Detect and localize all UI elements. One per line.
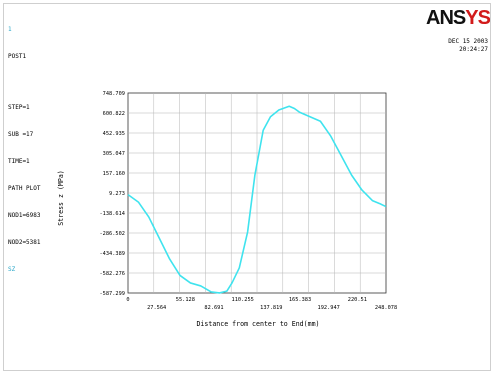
x-tick-label: 165.383 bbox=[289, 297, 311, 303]
timestamp-date: DEC 15 2003 bbox=[448, 38, 488, 45]
y-tick-label: 9.273 bbox=[109, 191, 125, 197]
x-tick-label: 110.255 bbox=[232, 297, 254, 303]
info-line-time: TIME=1 bbox=[8, 158, 30, 165]
y-tick-labels: 748.709 600.822 452.935 305.047 157.160 9.273… bbox=[99, 91, 125, 297]
y-tick-label: 600.822 bbox=[103, 111, 125, 117]
graphics-window-frame bbox=[3, 3, 491, 371]
y-tick-label: 452.935 bbox=[103, 131, 125, 137]
y-tick-label: 157.160 bbox=[103, 171, 125, 177]
plot-info-panel: 1 POST1 STEP=1 SUB =17 TIME=1 PATH PLOT … bbox=[8, 7, 41, 283]
x-tick-label: 137.819 bbox=[260, 305, 282, 311]
y-tick-label: -434.389 bbox=[99, 251, 125, 257]
logo-text: ANSYS bbox=[426, 7, 490, 28]
plot-title: POST1 bbox=[8, 53, 27, 60]
ansys-logo: ANSYS bbox=[426, 7, 490, 28]
y-tick-label: 305.047 bbox=[103, 151, 125, 157]
series-label: SZ bbox=[8, 266, 16, 273]
y-tick-label: -286.502 bbox=[99, 231, 125, 237]
info-line-step: STEP=1 bbox=[8, 104, 30, 111]
chart-grid bbox=[127, 92, 387, 294]
x-tick-label: 27.564 bbox=[147, 305, 166, 311]
x-tick-label: 192.947 bbox=[318, 305, 340, 311]
info-line-path-plot: PATH PLOT bbox=[8, 185, 41, 192]
y-tick-label: 748.709 bbox=[103, 91, 125, 97]
info-line-nod1: NOD1=6983 bbox=[8, 212, 41, 219]
y-axis-label: Stress z (MPa) bbox=[57, 170, 65, 226]
x-tick-label: 220.51 bbox=[348, 297, 367, 303]
y-tick-label: -582.276 bbox=[99, 271, 125, 277]
info-line-nod2: NOD2=5381 bbox=[8, 239, 41, 246]
window-index: 1 bbox=[8, 26, 12, 33]
timestamp: DEC 15 2003 20:24:27 bbox=[448, 38, 488, 54]
timestamp-time: 20:24:27 bbox=[459, 46, 488, 53]
x-tick-label: 82.691 bbox=[204, 305, 223, 311]
y-tick-label: -138.614 bbox=[99, 211, 125, 217]
y-tick-label: -587.299 bbox=[99, 291, 125, 297]
x-axis-label: Distance from center to End(mm) bbox=[196, 320, 319, 328]
series-line bbox=[127, 105, 387, 294]
x-tick-label: 0 bbox=[126, 297, 129, 303]
info-line-sub: SUB =17 bbox=[8, 131, 34, 138]
x-tick-label: 248.078 bbox=[375, 305, 397, 311]
x-tick-labels: 0 55.128 110.255 165.383 220.51 27.564 82.691 1… bbox=[126, 297, 397, 311]
x-tick-label: 55.128 bbox=[176, 297, 195, 303]
chart-series bbox=[127, 105, 387, 294]
